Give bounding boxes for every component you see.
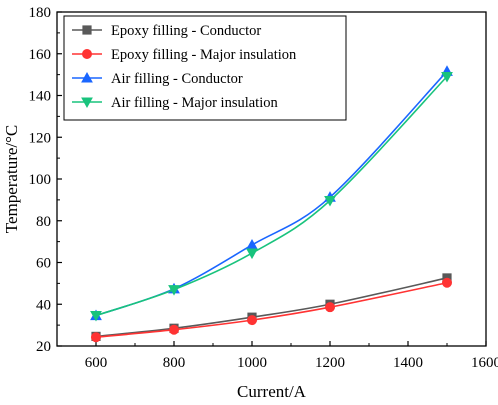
data-point — [91, 332, 102, 343]
x-tick-label: 1400 — [393, 355, 423, 371]
y-tick-label: 40 — [36, 297, 51, 313]
legend-label: Air filling - Major insulation — [111, 95, 278, 111]
y-tick-label: 140 — [29, 89, 52, 105]
x-tick-label: 1600 — [471, 355, 498, 371]
series-air-filling-major-insulation — [90, 71, 453, 322]
x-tick-label: 600 — [85, 355, 108, 371]
series-line — [95, 75, 448, 317]
x-tick-label: 800 — [163, 355, 186, 371]
x-axis-title: Current/A — [237, 382, 307, 401]
data-point — [246, 248, 258, 260]
y-tick-label: 180 — [29, 5, 52, 21]
legend: Epoxy filling - Conductor Epoxy filling -… — [63, 15, 347, 121]
legend-label: Epoxy filling - Conductor — [111, 23, 261, 39]
legend-item: Air filling - Conductor — [72, 71, 243, 87]
y-tick-label: 80 — [36, 214, 51, 230]
legend-item: Epoxy filling - Major insulation — [72, 47, 297, 63]
legend-marker — [81, 97, 93, 109]
data-point — [90, 310, 102, 322]
legend-box — [63, 15, 347, 121]
x-tick-label: 1200 — [315, 355, 345, 371]
legend-label: Epoxy filling - Major insulation — [111, 47, 297, 63]
data-point — [441, 71, 453, 83]
data-point — [324, 195, 336, 207]
y-tick-label: 100 — [29, 172, 52, 188]
data-point — [324, 302, 335, 313]
legend-marker — [82, 49, 93, 60]
data-point — [168, 285, 180, 296]
legend-label: Air filling - Conductor — [111, 71, 243, 87]
series-epoxy-filling-major-insulation — [91, 277, 452, 343]
legend-marker — [82, 25, 92, 35]
x-tick-label: 1000 — [237, 355, 267, 371]
data-point — [246, 315, 257, 326]
legend-item: Epoxy filling - Conductor — [72, 23, 261, 39]
y-tick-label: 60 — [36, 256, 51, 272]
y-tick-label: 160 — [29, 47, 52, 63]
axis-ticks: 600 800 1000 1200 1400 1600 20 40 60 80 100 120 140 1… — [29, 5, 498, 371]
legend-item: Air filling - Major insulation — [72, 95, 278, 111]
legend-marker — [81, 71, 93, 83]
y-axis-title: Temperature/°C — [2, 125, 21, 234]
data-point — [441, 277, 452, 288]
series-layer — [90, 65, 453, 343]
y-tick-label: 120 — [29, 130, 52, 146]
data-point — [168, 324, 179, 335]
y-tick-label: 20 — [36, 339, 51, 355]
